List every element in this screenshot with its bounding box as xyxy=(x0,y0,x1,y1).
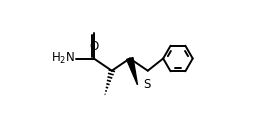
Text: O: O xyxy=(89,40,98,53)
Text: S: S xyxy=(143,78,151,91)
Text: H$_2$N: H$_2$N xyxy=(51,51,75,66)
Polygon shape xyxy=(127,58,138,85)
